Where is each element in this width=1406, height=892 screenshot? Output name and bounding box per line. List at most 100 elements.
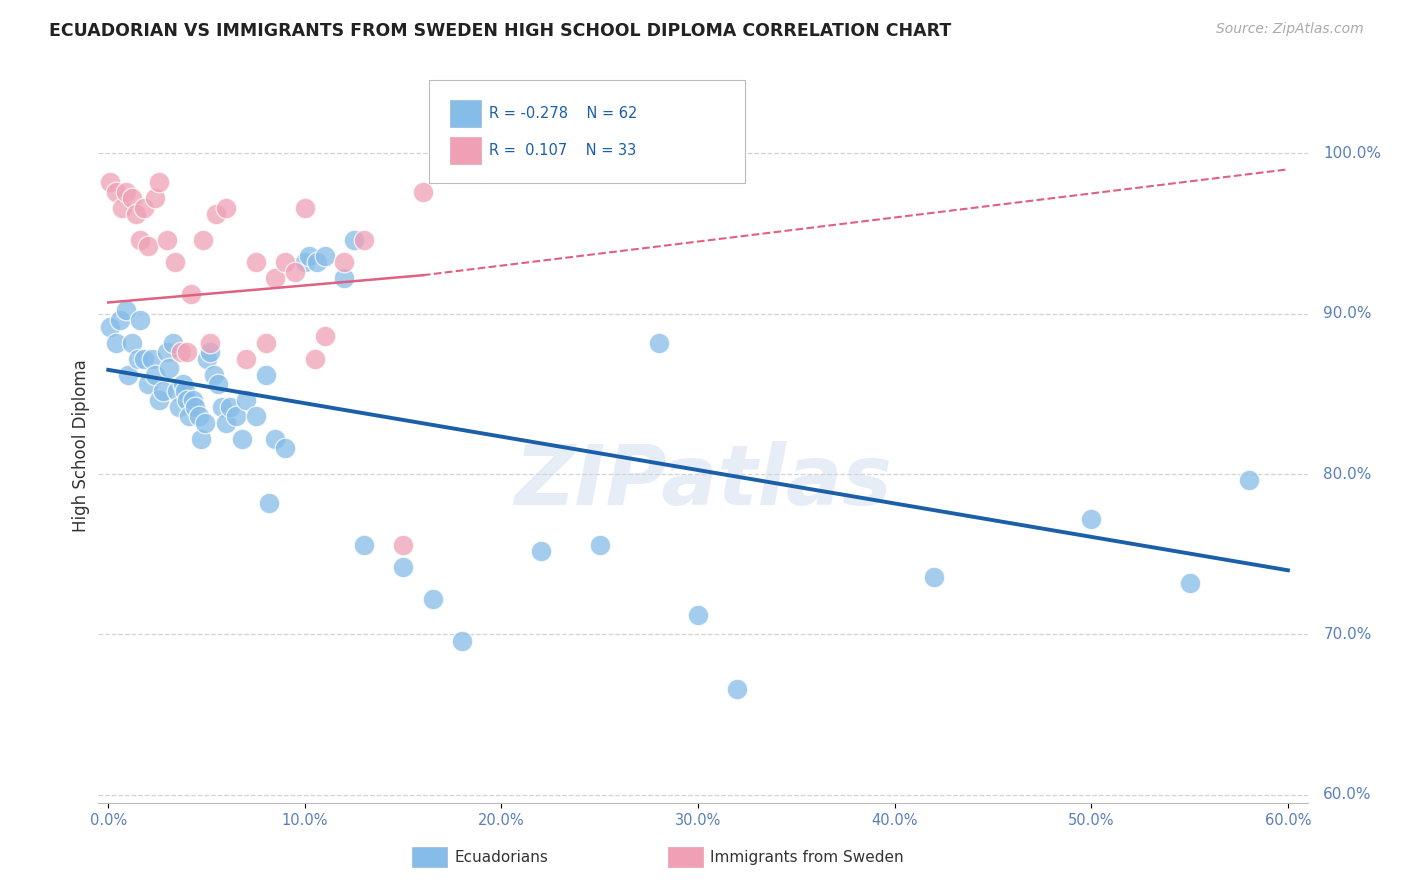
- Point: [172, 377, 194, 392]
- Text: Source: ZipAtlas.com: Source: ZipAtlas.com: [1216, 22, 1364, 37]
- Point: [115, 303, 138, 318]
- Point: [207, 377, 229, 392]
- Point: [1080, 512, 1102, 526]
- Point: [145, 191, 167, 205]
- Point: [180, 287, 202, 301]
- Point: [1178, 576, 1201, 591]
- Point: [215, 201, 238, 215]
- Point: [162, 335, 184, 350]
- Point: [128, 313, 150, 327]
- Point: [235, 393, 257, 408]
- Point: [343, 233, 366, 247]
- Point: [353, 538, 375, 552]
- Point: [176, 345, 198, 359]
- Point: [211, 400, 233, 414]
- Point: [177, 409, 200, 424]
- Point: [156, 233, 179, 247]
- Point: [254, 335, 277, 350]
- Point: [298, 249, 321, 263]
- Point: [530, 544, 553, 558]
- Point: [195, 351, 218, 366]
- Point: [157, 361, 180, 376]
- Point: [259, 496, 281, 510]
- Point: [184, 400, 207, 414]
- Point: [688, 608, 710, 623]
- Point: [200, 335, 222, 350]
- Point: [333, 255, 356, 269]
- Point: [219, 400, 242, 414]
- Point: [165, 255, 187, 269]
- Point: [187, 409, 209, 424]
- Text: R = -0.278    N = 62: R = -0.278 N = 62: [489, 106, 638, 120]
- Point: [648, 335, 671, 350]
- Text: Ecuadorians: Ecuadorians: [454, 850, 548, 864]
- Point: [148, 393, 170, 408]
- Point: [264, 271, 287, 285]
- Point: [167, 400, 190, 414]
- Point: [156, 345, 179, 359]
- Point: [145, 368, 167, 382]
- Point: [353, 233, 375, 247]
- Point: [245, 255, 267, 269]
- Point: [274, 255, 297, 269]
- Point: [111, 201, 134, 215]
- Text: 80.0%: 80.0%: [1323, 467, 1372, 482]
- Text: ECUADORIAN VS IMMIGRANTS FROM SWEDEN HIGH SCHOOL DIPLOMA CORRELATION CHART: ECUADORIAN VS IMMIGRANTS FROM SWEDEN HIG…: [49, 22, 952, 40]
- Text: ZIPatlas: ZIPatlas: [515, 442, 891, 522]
- Point: [294, 201, 316, 215]
- Text: 100.0%: 100.0%: [1323, 146, 1381, 161]
- Point: [148, 175, 170, 189]
- Text: 90.0%: 90.0%: [1323, 306, 1372, 321]
- Point: [132, 201, 155, 215]
- Point: [314, 329, 336, 343]
- Text: Immigrants from Sweden: Immigrants from Sweden: [710, 850, 904, 864]
- Point: [235, 351, 257, 366]
- Point: [333, 271, 356, 285]
- Point: [205, 207, 228, 221]
- Point: [254, 368, 277, 382]
- Point: [589, 538, 612, 552]
- Point: [215, 416, 238, 430]
- Point: [190, 432, 212, 446]
- Point: [225, 409, 247, 424]
- Text: 70.0%: 70.0%: [1323, 627, 1372, 642]
- Point: [136, 239, 159, 253]
- Point: [392, 560, 415, 574]
- Point: [132, 351, 155, 366]
- Point: [1237, 474, 1260, 488]
- Point: [194, 416, 217, 430]
- Point: [200, 345, 222, 359]
- Point: [451, 633, 474, 648]
- Point: [304, 351, 326, 366]
- Point: [127, 351, 149, 366]
- Point: [181, 393, 204, 408]
- Point: [105, 185, 128, 199]
- Point: [245, 409, 267, 424]
- Text: R =  0.107    N = 33: R = 0.107 N = 33: [489, 144, 637, 158]
- Point: [174, 384, 197, 398]
- Point: [231, 432, 253, 446]
- Point: [98, 175, 121, 189]
- Point: [725, 681, 748, 696]
- Point: [128, 233, 150, 247]
- Point: [98, 319, 121, 334]
- Point: [141, 351, 163, 366]
- Point: [115, 185, 138, 199]
- Point: [121, 335, 143, 350]
- Point: [264, 432, 287, 446]
- Point: [125, 207, 148, 221]
- Point: [422, 592, 444, 607]
- Point: [108, 313, 131, 327]
- Point: [136, 377, 159, 392]
- Point: [117, 368, 139, 382]
- Point: [412, 185, 434, 199]
- Point: [314, 249, 336, 263]
- Point: [274, 442, 297, 456]
- Point: [284, 265, 307, 279]
- Point: [152, 384, 174, 398]
- Point: [121, 191, 143, 205]
- Point: [166, 384, 188, 398]
- Text: 60.0%: 60.0%: [1323, 788, 1372, 802]
- Point: [392, 538, 415, 552]
- Point: [105, 335, 128, 350]
